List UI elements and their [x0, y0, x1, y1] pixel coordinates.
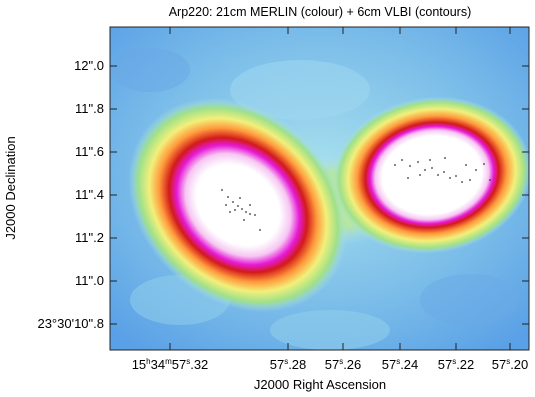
- x-tick-label: 57s.22: [438, 357, 475, 372]
- vlbi-point: [241, 208, 243, 210]
- x-tick-label: 57s.28: [270, 357, 307, 372]
- plot-area: [110, 27, 529, 350]
- y-tick-label: 11".0: [75, 273, 104, 288]
- vlbi-point: [394, 164, 396, 166]
- vlbi-point: [245, 211, 247, 213]
- background-mottle: [110, 48, 190, 92]
- tick-marks: [110, 27, 529, 350]
- vlbi-point: [424, 169, 426, 171]
- vlbi-point: [229, 211, 231, 213]
- vlbi-point: [221, 189, 223, 191]
- y-tick-label: 11".6: [75, 144, 104, 159]
- vlbi-point: [409, 165, 411, 167]
- vlbi-point: [239, 197, 241, 199]
- vlbi-point: [249, 213, 251, 215]
- background-mottle: [230, 60, 370, 120]
- y-tick-label: 11".8: [75, 101, 104, 116]
- vlbi-point: [431, 167, 433, 169]
- vlbi-point: [234, 209, 236, 211]
- background-mottle: [270, 310, 390, 350]
- vlbi-point: [429, 159, 431, 161]
- vlbi-point: [449, 177, 451, 179]
- y-tick-label: 11".2: [75, 230, 104, 245]
- y-axis-label: J2000 Declination: [3, 136, 18, 239]
- vlbi-point: [259, 229, 261, 231]
- eastern-nucleus: [332, 96, 529, 254]
- x-axis-label: J2000 Right Ascension: [254, 377, 386, 392]
- x-tick-label: 57s.20: [492, 357, 529, 372]
- figure-title: Arp220: 21cm MERLIN (colour) + 6cm VLBI …: [169, 5, 472, 19]
- vlbi-point: [483, 163, 485, 165]
- vlbi-point: [489, 179, 491, 181]
- vlbi-point: [254, 214, 256, 216]
- vlbi-point: [455, 175, 457, 177]
- x-tick-label: 57s.24: [382, 357, 419, 372]
- vlbi-point: [469, 179, 471, 181]
- vlbi-point: [444, 157, 446, 159]
- vlbi-point: [443, 171, 445, 173]
- background-mottle: [420, 274, 520, 326]
- x-tick-label: 15h34m57s.32: [132, 357, 209, 372]
- x-tick-label: 57s.26: [325, 357, 362, 372]
- vlbi-point: [249, 204, 251, 206]
- vlbi-point: [461, 181, 463, 183]
- y-tick-labels: 12".0 11".8 11".6 11".4 11".2 11".0 23°3…: [37, 58, 104, 331]
- vlbi-point: [237, 205, 239, 207]
- plot-frame: [109, 26, 530, 351]
- vlbi-point: [227, 196, 229, 198]
- vlbi-point: [475, 169, 477, 171]
- vlbi-point: [407, 177, 409, 179]
- vlbi-point: [232, 201, 234, 203]
- vlbi-point: [417, 161, 419, 163]
- vlbi-point: [419, 174, 421, 176]
- western-nucleus: [128, 98, 348, 312]
- vlbi-point: [225, 204, 227, 206]
- vlbi-points: [221, 157, 491, 231]
- vlbi-point: [437, 174, 439, 176]
- vlbi-point: [243, 219, 245, 221]
- vlbi-point: [465, 164, 467, 166]
- y-tick-label: 23°30'10".8: [37, 316, 104, 331]
- y-tick-label: 11".4: [75, 187, 104, 202]
- x-tick-labels: 15h34m57s.32 57s.28 57s.26 57s.24 57s.22…: [132, 357, 529, 372]
- vlbi-point: [401, 159, 403, 161]
- y-tick-label: 12".0: [74, 58, 104, 73]
